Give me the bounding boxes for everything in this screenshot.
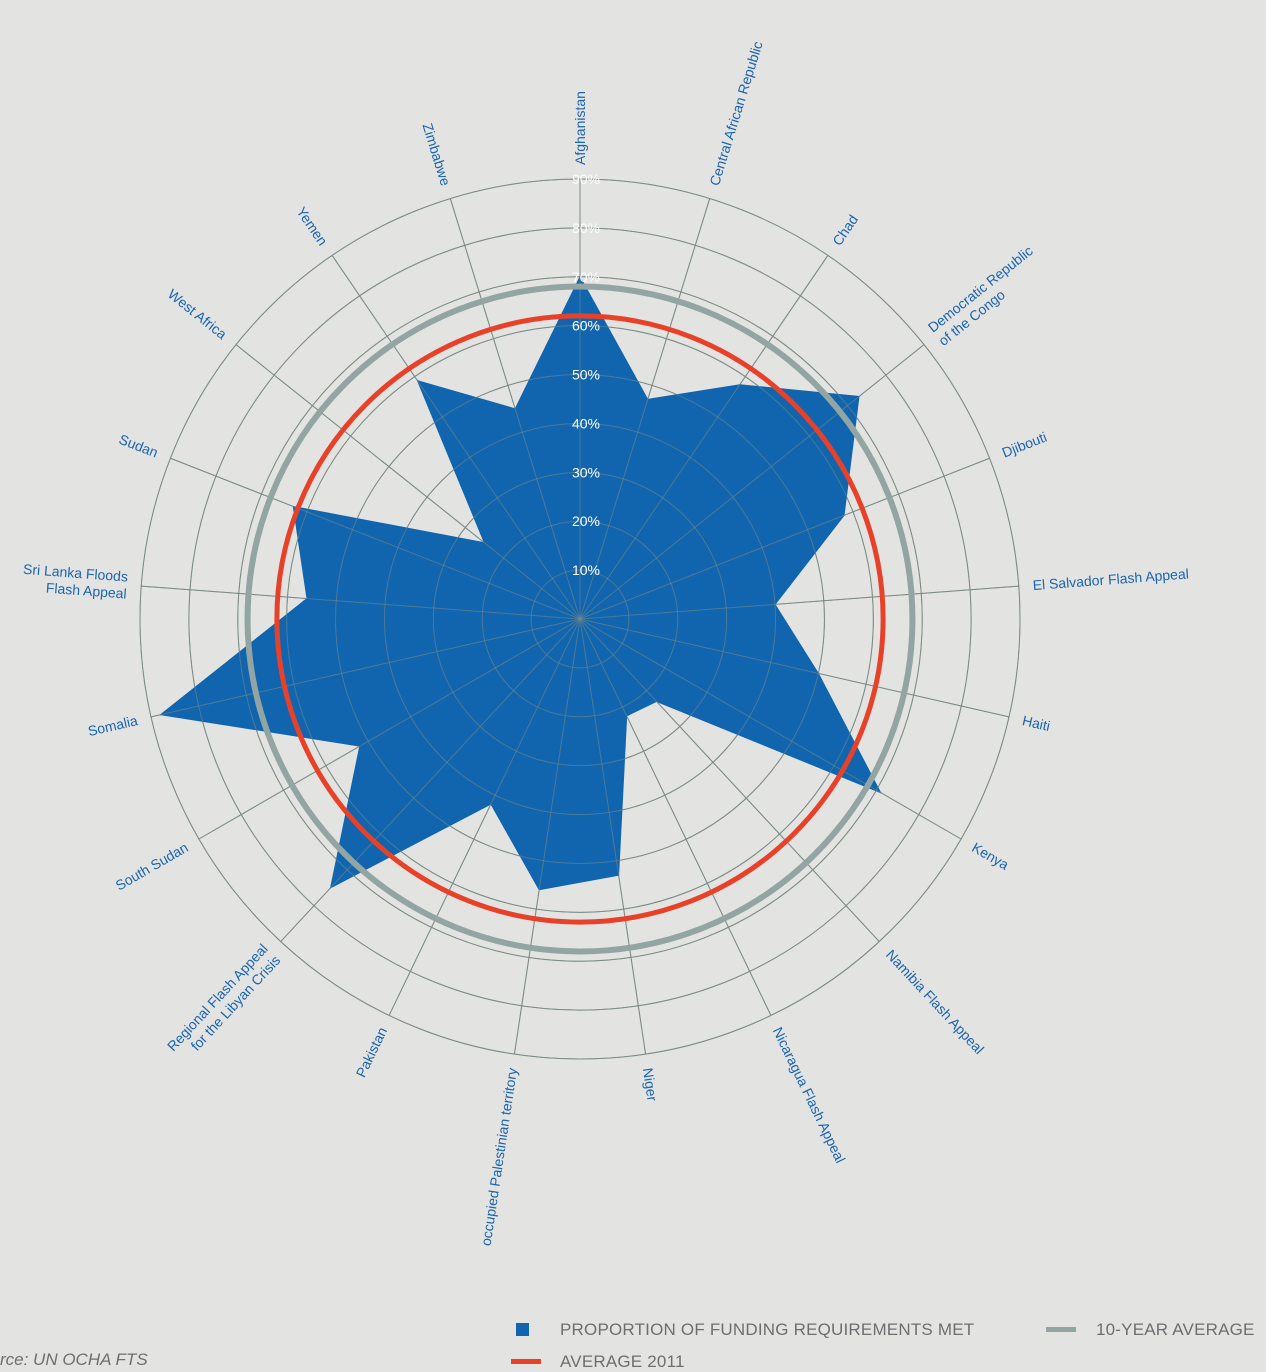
grid-spoke-overlay	[579, 585, 1019, 620]
category-label-group: West Africa	[165, 286, 230, 343]
category-label: Somalia	[86, 712, 139, 739]
category-label: El Salvador Flash Appeal	[1032, 565, 1189, 593]
r-tick-label: 50%	[572, 367, 600, 383]
category-label: Haiti	[1021, 712, 1052, 734]
grid-spoke-overlay	[235, 344, 581, 620]
category-label-group: Kenya	[969, 839, 1012, 873]
grid-spoke-overlay	[579, 618, 880, 942]
r-tick-label: 90%	[572, 171, 600, 187]
category-label: Sri Lanka Floods	[23, 561, 129, 585]
category-label-group: South Sudan	[113, 839, 191, 893]
category-label-group: Afghanistan	[572, 91, 588, 165]
r-tick-label: 20%	[572, 513, 600, 529]
category-label: Nicaragua Flash Appeal	[770, 1025, 849, 1166]
category-label: Pakistan	[352, 1025, 390, 1080]
grid-spoke-overlay	[449, 198, 581, 620]
grid-spoke-overlay	[579, 618, 647, 1055]
category-label: South Sudan	[113, 839, 191, 893]
category-label-group: occupied Palestinian territory	[478, 1067, 521, 1247]
category-label-group: Central African Republic	[706, 39, 766, 187]
category-label: Niger	[640, 1067, 661, 1103]
category-label-group: Haiti	[1021, 712, 1052, 734]
category-label-group: Pakistan	[352, 1025, 390, 1080]
grid-spoke-overlay	[150, 618, 581, 718]
category-label-group: Niger	[640, 1067, 661, 1103]
grid-spoke-overlay	[141, 585, 581, 620]
category-label-group: Somalia	[86, 712, 139, 739]
r-tick-label: 10%	[572, 562, 600, 578]
category-label-group: Chad	[829, 212, 861, 249]
category-label: Democratic Republic	[925, 242, 1036, 335]
grid-spoke-overlay	[579, 457, 990, 620]
r-tick-label: 70%	[572, 269, 600, 285]
category-label: Yemen	[293, 204, 330, 249]
grid-spoke-overlay	[331, 255, 581, 620]
category-label: Flash Appeal	[45, 580, 127, 602]
grid-spoke-overlay	[579, 618, 962, 840]
category-label-group: Yemen	[293, 204, 330, 249]
r-tick-label: 40%	[572, 415, 600, 431]
legend-funding-swatch	[516, 1323, 529, 1336]
category-label: Djibouti	[1000, 429, 1049, 461]
average-rings	[244, 283, 916, 955]
grid-spoke-overlay	[170, 457, 581, 620]
grid-spoke-overlay	[579, 255, 829, 620]
category-label-group: Djibouti	[1000, 429, 1049, 461]
legend-tenyear-label: 10-YEAR AVERAGE	[1096, 1320, 1255, 1339]
grid-spoke-overlay	[579, 618, 772, 1016]
funding-area	[159, 275, 882, 891]
category-label-group: Zimbabwe	[420, 121, 454, 188]
r-tick-label: 30%	[572, 464, 600, 480]
r-tick-label: 80%	[572, 220, 600, 236]
grid-spoke-overlay	[280, 618, 581, 942]
category-label: Central African Republic	[706, 39, 766, 187]
grid-spoke-overlay	[198, 618, 581, 840]
grid-spoke-overlay	[513, 618, 581, 1055]
category-label: Namibia Flash Appeal	[883, 946, 987, 1057]
grid-spoke-overlay	[579, 618, 1010, 718]
grid-spoke-overlay	[579, 198, 711, 620]
legend-avg2011-label: AVERAGE 2011	[560, 1352, 685, 1371]
legend-avg2011-swatch	[511, 1359, 541, 1364]
legend-funding-label: PROPORTION OF FUNDING REQUIREMENTS MET	[560, 1320, 975, 1339]
ten-year-average-ring	[244, 283, 916, 955]
category-label-group: Sudan	[117, 431, 161, 461]
funding-area-layer	[139, 178, 1021, 1060]
category-label: West Africa	[165, 286, 230, 343]
category-label-group: Nicaragua Flash Appeal	[770, 1025, 849, 1166]
grid-spoke-overlay	[579, 344, 925, 620]
category-label: Zimbabwe	[420, 121, 454, 188]
category-label: Afghanistan	[572, 91, 588, 165]
category-label: Regional Flash Appeal	[164, 941, 271, 1055]
grid-spoke-overlay	[388, 618, 581, 1016]
category-label: Sudan	[117, 431, 161, 461]
source-note: rce: UN OCHA FTS	[0, 1350, 148, 1369]
category-label-group: El Salvador Flash Appeal	[1032, 565, 1189, 593]
category-label: Chad	[829, 212, 861, 249]
radial-tick-labels: 10% 20% 30% 40% 50% 60% 70% 80% 90%	[572, 171, 600, 578]
r-tick-label: 60%	[572, 318, 600, 334]
category-label-group: Namibia Flash Appeal	[883, 946, 987, 1057]
category-label: occupied Palestinian territory	[478, 1067, 521, 1247]
legend-tenyear-swatch	[1046, 1327, 1076, 1332]
category-label: Kenya	[969, 839, 1012, 873]
average-2011-ring	[274, 313, 886, 925]
